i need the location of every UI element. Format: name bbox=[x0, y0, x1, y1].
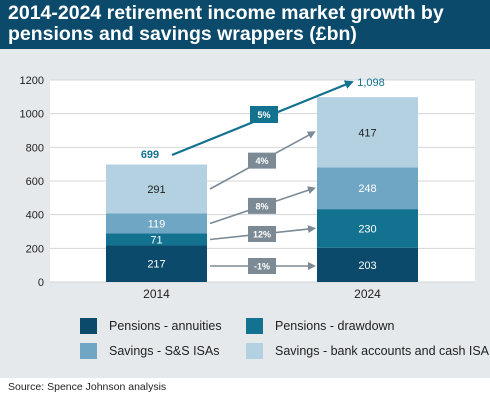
bar-2024-segment-3 bbox=[317, 97, 418, 168]
data-label: 119 bbox=[148, 219, 166, 231]
bar-2014-segment-1 bbox=[106, 233, 207, 246]
y-tick-label: 600 bbox=[26, 176, 44, 188]
total-label-2014: 699 bbox=[141, 149, 159, 161]
data-label: 417 bbox=[358, 127, 376, 139]
data-label: 230 bbox=[358, 223, 376, 235]
title-banner: 2014-2024 retirement income market growt… bbox=[0, 0, 490, 49]
y-tick-label: 1000 bbox=[20, 109, 44, 121]
bar-2024-segment-2 bbox=[317, 167, 418, 210]
y-tick-label: 400 bbox=[26, 210, 44, 222]
y-tick-label: 1200 bbox=[20, 75, 44, 87]
source-note: Source: Spence Johnson analysis bbox=[8, 381, 167, 393]
growth-badge-label: -1% bbox=[254, 262, 270, 272]
bar-2014-segment-3 bbox=[106, 164, 207, 214]
y-tick-label: 200 bbox=[26, 243, 44, 255]
growth-badge-label: 8% bbox=[255, 201, 268, 211]
data-label: 217 bbox=[147, 259, 165, 271]
x-tick-label: 2024 bbox=[354, 287, 381, 301]
total-label-2024: 1,098 bbox=[357, 77, 385, 89]
growth-badge-label: 12% bbox=[253, 229, 271, 239]
data-label: 291 bbox=[147, 184, 165, 196]
bar-2024-segment-0 bbox=[317, 247, 418, 282]
y-tick-label: 0 bbox=[38, 277, 44, 289]
data-label: 71 bbox=[150, 234, 162, 246]
data-label: 203 bbox=[358, 260, 376, 272]
chart-title: 2014-2024 retirement income market growt… bbox=[8, 2, 444, 45]
bar-2014-segment-0 bbox=[106, 245, 207, 282]
data-label: 248 bbox=[358, 183, 376, 195]
growth-badge-0 bbox=[248, 258, 276, 274]
bar-chart: 0 200 400 600 800 1000 1200 217 71 119 291 2014 203… bbox=[20, 75, 475, 301]
y-tick-label: 800 bbox=[26, 142, 44, 154]
total-growth-badge-label: 5% bbox=[257, 110, 270, 120]
bar-2024-segment-1 bbox=[317, 209, 418, 248]
growth-badge-label: 4% bbox=[255, 156, 268, 166]
bar-2014-segment-2 bbox=[106, 213, 207, 234]
growth-badge-1 bbox=[248, 225, 276, 242]
total-growth-badge bbox=[250, 106, 278, 123]
growth-badge-3 bbox=[248, 152, 276, 169]
x-tick-label: 2014 bbox=[143, 287, 170, 301]
growth-badge-2 bbox=[248, 197, 276, 214]
